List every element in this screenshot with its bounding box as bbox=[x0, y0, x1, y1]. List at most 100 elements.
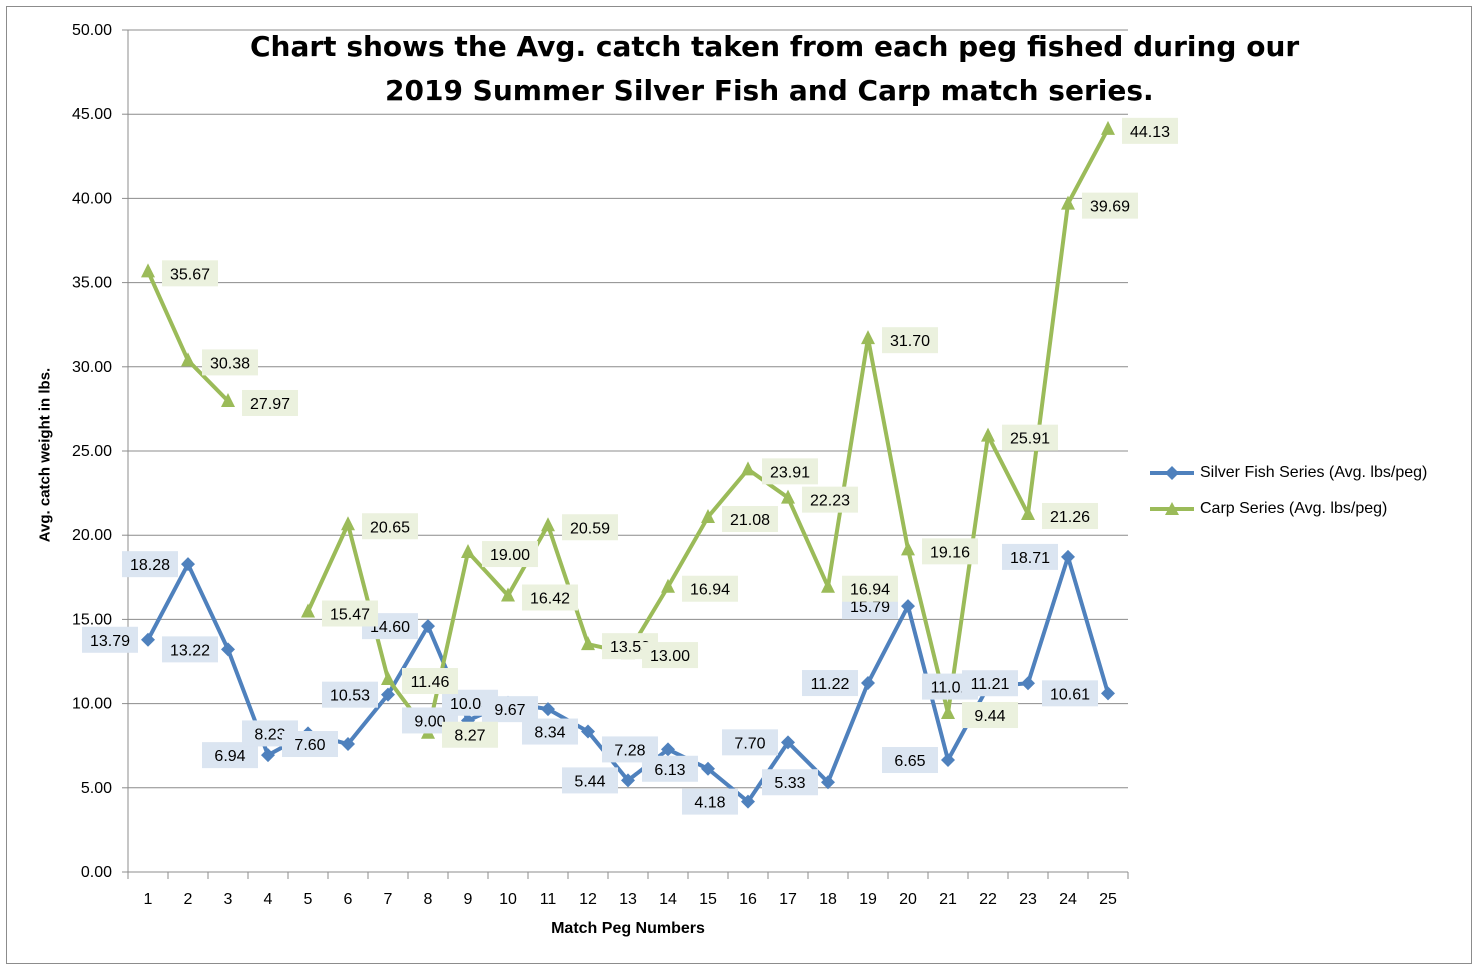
x-tick-label: 4 bbox=[264, 891, 273, 908]
carp-data-label: 16.94 bbox=[850, 582, 890, 599]
silver-fish-point bbox=[381, 687, 395, 702]
carp-point bbox=[1101, 120, 1115, 135]
silver-fish-data-label: 15.79 bbox=[850, 599, 890, 616]
carp-label-box bbox=[642, 642, 698, 669]
carp-point bbox=[461, 544, 475, 559]
x-tick-label: 5 bbox=[304, 891, 313, 908]
y-tick-label: 35.00 bbox=[72, 275, 112, 292]
carp-label-box bbox=[682, 575, 738, 602]
silver-fish-label-box bbox=[1042, 680, 1098, 707]
carp-data-label: 39.69 bbox=[1090, 199, 1130, 216]
carp-point bbox=[781, 489, 795, 504]
silver-fish-data-label: 13.22 bbox=[170, 642, 210, 659]
carp-data-label: 11.46 bbox=[411, 674, 450, 691]
x-tick-label: 24 bbox=[1059, 891, 1077, 908]
silver-fish-data-label: 11.01 bbox=[931, 680, 970, 697]
silver-fish-point bbox=[781, 735, 795, 750]
silver-fish-label-box bbox=[162, 636, 218, 663]
silver-fish-label-box bbox=[762, 769, 818, 796]
silver-fish-data-label: 7.60 bbox=[294, 737, 325, 754]
silver-fish-point bbox=[941, 753, 955, 768]
carp-label-box bbox=[762, 458, 818, 485]
x-tick-label: 3 bbox=[224, 891, 233, 908]
silver-fish-data-label: 11.22 bbox=[811, 676, 850, 693]
x-tick-label: 14 bbox=[659, 891, 677, 908]
silver-fish-label-box bbox=[962, 670, 1018, 697]
silver-fish-label-box bbox=[282, 731, 338, 758]
silver-fish-data-label: 11.21 bbox=[971, 676, 1010, 693]
carp-label-box bbox=[242, 389, 298, 416]
carp-label-box bbox=[522, 584, 578, 611]
carp-data-label: 23.91 bbox=[770, 464, 810, 481]
carp-data-label: 15.47 bbox=[330, 606, 370, 623]
carp-point bbox=[501, 587, 515, 602]
silver-fish-data-label: 7.70 bbox=[734, 735, 765, 752]
y-axis-title: Avg. catch weight in lbs. bbox=[36, 367, 54, 543]
silver-fish-point bbox=[621, 773, 635, 788]
carp-label-box bbox=[922, 538, 978, 565]
silver-fish-label-box bbox=[122, 551, 178, 578]
x-tick-label: 2 bbox=[184, 891, 193, 908]
series-line-carp bbox=[146, 270, 230, 403]
carp-label-box bbox=[402, 668, 458, 695]
silver-fish-data-label: 5.44 bbox=[574, 773, 605, 790]
carp-data-label: 22.23 bbox=[810, 493, 850, 510]
silver-fish-data-label: 6.65 bbox=[894, 753, 925, 770]
carp-data-label: 35.67 bbox=[170, 266, 210, 283]
silver-fish-label-box bbox=[562, 767, 618, 794]
silver-fish-point bbox=[1101, 686, 1115, 701]
carp-point bbox=[741, 461, 755, 476]
silver-fish-data-label: 18.71 bbox=[1010, 550, 1050, 567]
x-tick-label: 1 bbox=[144, 891, 153, 908]
silver-fish-data-label: 10.05 bbox=[450, 696, 490, 713]
silver-fish-label-box bbox=[802, 670, 858, 697]
silver-fish-label-box bbox=[202, 742, 258, 769]
carp-point bbox=[341, 516, 355, 531]
silver-fish-point bbox=[141, 632, 155, 647]
carp-data-label: 30.38 bbox=[210, 355, 250, 372]
carp-data-label: 25.91 bbox=[1010, 431, 1050, 448]
x-tick-label: 15 bbox=[699, 891, 717, 908]
silver-fish-label-box bbox=[682, 788, 738, 815]
carp-point bbox=[1021, 505, 1035, 520]
carp-point bbox=[541, 517, 555, 532]
x-tick-label: 23 bbox=[1019, 891, 1037, 908]
carp-data-label: 16.94 bbox=[690, 582, 730, 599]
legend-label-carp: Carp Series (Avg. lbs/peg) bbox=[1200, 500, 1388, 517]
silver-fish-label-box bbox=[482, 696, 538, 723]
silver-fish-point bbox=[341, 737, 355, 752]
silver-fish-data-label: 5.33 bbox=[774, 775, 805, 792]
silver-fish-data-label: 14.60 bbox=[370, 619, 410, 636]
carp-point bbox=[181, 352, 195, 367]
silver-fish-label-box bbox=[882, 747, 938, 774]
silver-fish-label-box bbox=[82, 626, 138, 653]
x-tick-label: 20 bbox=[899, 891, 917, 908]
silver-fish-label-box bbox=[322, 681, 378, 708]
y-tick-label: 0.00 bbox=[81, 864, 112, 881]
silver-fish-data-label: 10.61 bbox=[1050, 686, 1090, 703]
y-tick-label: 10.00 bbox=[72, 696, 112, 713]
carp-label-box bbox=[202, 349, 258, 376]
silver-fish-point bbox=[741, 794, 755, 809]
silver-fish-data-label: 13.79 bbox=[90, 633, 130, 650]
silver-fish-label-box bbox=[1002, 543, 1058, 570]
x-tick-label: 17 bbox=[779, 891, 797, 908]
silver-fish-data-label: 6.13 bbox=[654, 762, 685, 779]
silver-fish-data-label: 10.53 bbox=[330, 688, 370, 705]
carp-label-box bbox=[1042, 502, 1098, 529]
carp-label-box bbox=[1002, 424, 1058, 451]
silver-fish-data-label: 8.23 bbox=[254, 726, 285, 743]
carp-data-label: 20.59 bbox=[570, 520, 610, 537]
carp-data-label: 19.00 bbox=[490, 547, 530, 564]
silver-fish-point bbox=[821, 775, 835, 790]
silver-fish-label-box bbox=[722, 729, 778, 756]
carp-data-label: 16.42 bbox=[530, 590, 570, 607]
carp-point bbox=[141, 263, 155, 278]
carp-data-label: 20.65 bbox=[370, 519, 410, 536]
x-tick-label: 11 bbox=[540, 891, 557, 908]
legend-item-carp: Carp Series (Avg. lbs/peg) bbox=[1150, 491, 1427, 527]
chart-frame bbox=[6, 6, 1472, 964]
x-axis-title: Match Peg Numbers bbox=[551, 920, 705, 937]
x-tick-label: 9 bbox=[464, 891, 473, 908]
